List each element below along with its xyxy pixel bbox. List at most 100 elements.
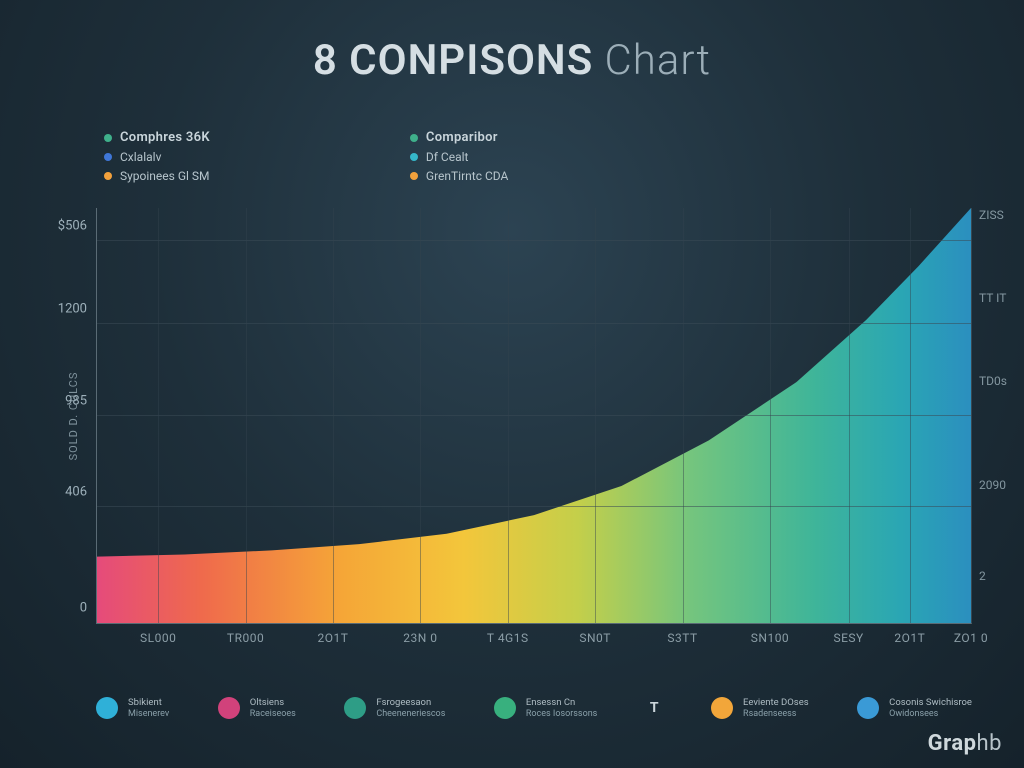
legend-label-line1: Sbikient: [128, 697, 169, 709]
legend-category: OltsiensRaceiseoes: [218, 697, 296, 720]
legend-category: FsrogeesaonCheeneneriescos: [344, 697, 445, 720]
y-tick-left: 1200: [58, 302, 87, 317]
legend-label-line2: Cheeneneriescos: [376, 709, 445, 720]
legend-label-line2: Owidonsees: [889, 709, 972, 720]
gridline-v: [971, 208, 972, 623]
legend-label-line1: Fsrogeesaon: [376, 697, 445, 709]
y-tick-right: TT IT: [979, 291, 1006, 305]
legend-label-line1: Eeviente DOses: [743, 697, 809, 709]
y-tick-left: 0: [80, 601, 87, 616]
title-word-1: CONPISONS: [349, 36, 593, 85]
x-tick: 2O1T: [318, 631, 349, 645]
legend-top-left: Comphres 36K Cxlalalv Sypoinees Gl SM: [104, 130, 210, 202]
legend-label: GrenTirntc CDA: [426, 169, 508, 183]
legend-label-group: Ensessn CnRoces Iosorssons: [526, 697, 598, 720]
legend-swatch: [857, 697, 879, 719]
legend-label-line1: Cosonis Swichisroe: [889, 697, 972, 709]
gridline-v: [158, 208, 159, 623]
legend-label-line2: Raceiseoes: [250, 709, 296, 720]
y-tick-right: 2: [979, 569, 986, 583]
legend-item: GrenTirntc CDA: [410, 169, 508, 183]
x-tick: T 4G1S: [487, 631, 529, 645]
legend-item: Cxlalalv: [104, 150, 210, 164]
legend-category: Eeviente DOsesRsadenseess: [711, 697, 809, 720]
y-tick-right: ZISS: [979, 208, 1004, 222]
gridline-v: [595, 208, 596, 623]
legend-category: Cosonis SwichisroeOwidonsees: [857, 697, 972, 720]
title-prefix: 8: [313, 36, 338, 85]
legend-label-group: SbikientMisenerev: [128, 697, 169, 720]
gridline-h: [97, 240, 971, 241]
gridline-v: [420, 208, 421, 623]
plot-area: SOLD D. CULCS 04069851200$50622090TD0sTT…: [96, 208, 972, 624]
y-tick-right: 2090: [979, 478, 1006, 492]
gridline-v: [333, 208, 334, 623]
legend-label: Comphres 36K: [120, 130, 210, 145]
x-tick: 23N 0: [403, 631, 437, 645]
y-tick-left: $506: [58, 219, 87, 234]
legend-dot: [410, 153, 418, 161]
watermark-main: Grap: [928, 731, 977, 756]
legend-label: Df Cealt: [426, 150, 469, 164]
legend-swatch: [96, 697, 118, 719]
legend-label-line2: Rsadenseess: [743, 709, 809, 720]
legend-dot: [104, 153, 112, 161]
area-svg: [97, 208, 971, 623]
legend-label-group: Eeviente DOsesRsadenseess: [743, 697, 809, 720]
legend-item: Comparibor: [410, 130, 508, 145]
chart-title: 8 CONPISONS Chart: [0, 36, 1024, 85]
legend-label-group: Cosonis SwichisroeOwidonsees: [889, 697, 972, 720]
legend-top: Comphres 36K Cxlalalv Sypoinees Gl SM Comp…: [104, 130, 964, 202]
legend-label: Comparibor: [426, 130, 498, 145]
y-tick-left: 406: [65, 484, 87, 499]
y-axis-title: SOLD D. CULCS: [67, 371, 80, 460]
legend-category: SbikientMisenerev: [96, 697, 169, 720]
title-word-2: Chart: [605, 36, 712, 85]
legend-separator: T: [646, 700, 663, 716]
legend-dot: [104, 134, 112, 142]
watermark: Graphb: [928, 731, 1002, 756]
watermark-thin: hb: [977, 731, 1002, 756]
x-tick: TR000: [227, 631, 264, 645]
legend-label-line1: Ensessn Cn: [526, 697, 598, 709]
legend-swatch: [218, 697, 240, 719]
gridline-v: [508, 208, 509, 623]
legend-dot: [410, 134, 418, 142]
legend-label: Cxlalalv: [120, 150, 161, 164]
legend-label: Sypoinees Gl SM: [120, 169, 210, 183]
x-tick: SN100: [751, 631, 789, 645]
x-tick: 2O1T: [894, 631, 925, 645]
gridline-h: [97, 506, 971, 507]
gridline-h: [97, 323, 971, 324]
x-tick: ZO1 0: [954, 631, 988, 645]
legend-label-group: FsrogeesaonCheeneneriescos: [376, 697, 445, 720]
legend-label-line2: Misenerev: [128, 709, 169, 720]
legend-swatch: [711, 697, 733, 719]
legend-item: Comphres 36K: [104, 130, 210, 145]
gridline-v: [683, 208, 684, 623]
legend-label-line1: Oltsiens: [250, 697, 296, 709]
legend-category: Ensessn CnRoces Iosorssons: [494, 697, 598, 720]
legend-item: Sypoinees Gl SM: [104, 169, 210, 183]
legend-dot: [104, 172, 112, 180]
gridline-v: [849, 208, 850, 623]
gridline-v: [246, 208, 247, 623]
legend-label-group: OltsiensRaceiseoes: [250, 697, 296, 720]
gridline-v: [770, 208, 771, 623]
x-tick: SN0T: [579, 631, 611, 645]
legend-top-right: Comparibor Df Cealt GrenTirntc CDA: [410, 130, 508, 202]
legend-dot: [410, 172, 418, 180]
chart-container: Comphres 36K Cxlalalv Sypoinees Gl SM Comp…: [96, 130, 972, 652]
x-tick: S3TT: [667, 631, 697, 645]
x-tick: SL000: [140, 631, 176, 645]
legend-item: Df Cealt: [410, 150, 508, 164]
legend-swatch: [494, 697, 516, 719]
y-tick-right: TD0s: [979, 374, 1007, 388]
gridline-h: [97, 415, 971, 416]
legend-swatch: [344, 697, 366, 719]
legend-bottom: SbikientMisenerev OltsiensRaceiseoes Fsrog…: [96, 697, 972, 720]
gridline-v: [910, 208, 911, 623]
x-tick: SESY: [833, 631, 863, 645]
legend-label-line2: Roces Iosorssons: [526, 709, 598, 720]
y-tick-left: 985: [65, 393, 87, 408]
